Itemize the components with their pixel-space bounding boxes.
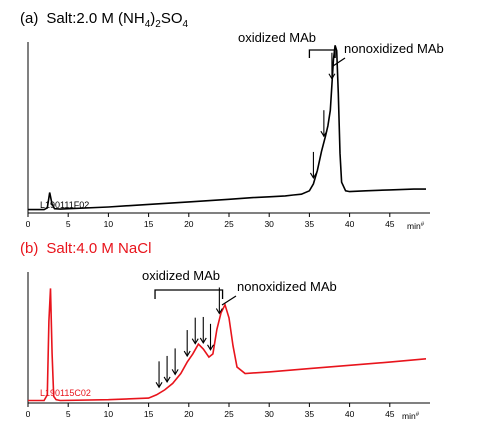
panel-a-nonoxidized-leader — [332, 57, 346, 67]
panel-b-arrow-2 — [163, 355, 171, 384]
panel-b-oxidized-label: oxidized MAb — [142, 268, 220, 283]
panel-a-tick-label-30: 30 — [264, 219, 274, 229]
panel-b-arrow-5 — [191, 317, 199, 345]
panel-a-salt-prefix: Salt — [46, 10, 73, 27]
panel-b-tick-label-20: 20 — [184, 409, 194, 419]
panel-a-tick-label-45: 45 — [385, 219, 395, 229]
panel-b-arrow-7 — [207, 323, 214, 351]
panel-a-salt-sub2: 2 — [155, 19, 161, 30]
panel-b-x-label: min# — [402, 411, 420, 421]
panel-a-salt-mid: ) — [150, 10, 155, 27]
panel-b-tick-label-35: 35 — [305, 409, 315, 419]
panel-b-salt-pre: 4.0 M NaCl — [76, 240, 151, 257]
panel-b-arrow-1 — [155, 361, 163, 389]
panel-a-label: (a) — [20, 10, 38, 27]
panel-b-salt-sep: : — [72, 240, 76, 257]
panel-a-title: (a) Salt:2.0 M (NH4)2SO4 — [20, 10, 189, 30]
panel-b-tick-label-10: 10 — [104, 409, 114, 419]
panel-b-tick-label-0: 0 — [26, 409, 31, 419]
panel-b: (b) Salt:4.0 M NaCl 0 5 10 15 20 25 30 35 40 45 ox… — [20, 240, 430, 421]
panel-b-nonoxidized-leader — [221, 295, 237, 306]
panel-a-arrow-1 — [309, 151, 317, 179]
panel-a-tick-label-15: 15 — [144, 219, 154, 229]
panel-a-nonoxidized-label: nonoxidized MAb — [344, 41, 444, 56]
panel-b-tick-label-40: 40 — [345, 409, 355, 419]
panel-b-arrow-8 — [215, 287, 223, 315]
panel-b-label: (b) — [20, 240, 38, 257]
panel-a-tick-label-40: 40 — [345, 219, 355, 229]
panel-b-arrow-3 — [171, 348, 179, 376]
panel-b-salt-prefix: Salt — [46, 240, 73, 257]
panel-b-arrow-6 — [199, 316, 207, 345]
panel-b-series-line — [28, 288, 427, 402]
panel-a-salt-so: SO — [161, 10, 183, 27]
panel-b-tick-label-15: 15 — [144, 409, 154, 419]
panel-a-arrow-3 — [328, 52, 336, 80]
panel-b-arrow-4 — [183, 330, 191, 358]
panel-a-arrows — [309, 52, 336, 179]
panel-a-bracket — [308, 49, 336, 58]
panel-a-salt-sub1: 4 — [145, 19, 151, 30]
panel-a-series-line — [28, 45, 426, 211]
panel-b-tick-label-25: 25 — [224, 409, 234, 419]
panel-a-sample-id: L190111F02 — [40, 200, 89, 210]
panel-a-ticks: 0 5 10 15 20 25 30 35 40 45 — [26, 213, 395, 229]
panel-b-nonoxidized-label: nonoxidized MAb — [237, 279, 337, 294]
panel-b-bracket — [154, 289, 224, 299]
panel-a-salt-pre: 2.0 M (NH — [76, 10, 144, 27]
panel-a-oxidized-label: oxidized MAb — [238, 30, 316, 45]
panel-b-ticks: 0 5 10 15 20 25 30 35 40 45 — [26, 403, 395, 419]
panel-a-tick-label-35: 35 — [305, 219, 315, 229]
panel-b-tick-label-45: 45 — [385, 409, 395, 419]
panel-a-tick-label-0: 0 — [26, 219, 31, 229]
panel-b-tick-label-5: 5 — [66, 409, 71, 419]
panel-b-tick-label-30: 30 — [264, 409, 274, 419]
panel-a-tick-label-25: 25 — [224, 219, 234, 229]
panel-a-arrow-2 — [320, 110, 328, 138]
panel-b-arrows — [155, 287, 223, 389]
panel-a-tick-label-10: 10 — [104, 219, 114, 229]
panel-a-salt-sep: : — [72, 10, 76, 27]
panel-a-tick-label-20: 20 — [184, 219, 194, 229]
panel-a-salt-sub3: 4 — [183, 19, 189, 30]
panel-a: (a) Salt:2.0 M (NH4)2SO4 0 5 10 15 20 25 30 35 40… — [20, 10, 444, 231]
panel-b-sample-id: L190115C02 — [40, 388, 91, 398]
panel-a-x-label: min# — [407, 221, 425, 231]
panel-a-tick-label-5: 5 — [66, 219, 71, 229]
panel-b-title: (b) Salt:4.0 M NaCl — [20, 240, 151, 257]
